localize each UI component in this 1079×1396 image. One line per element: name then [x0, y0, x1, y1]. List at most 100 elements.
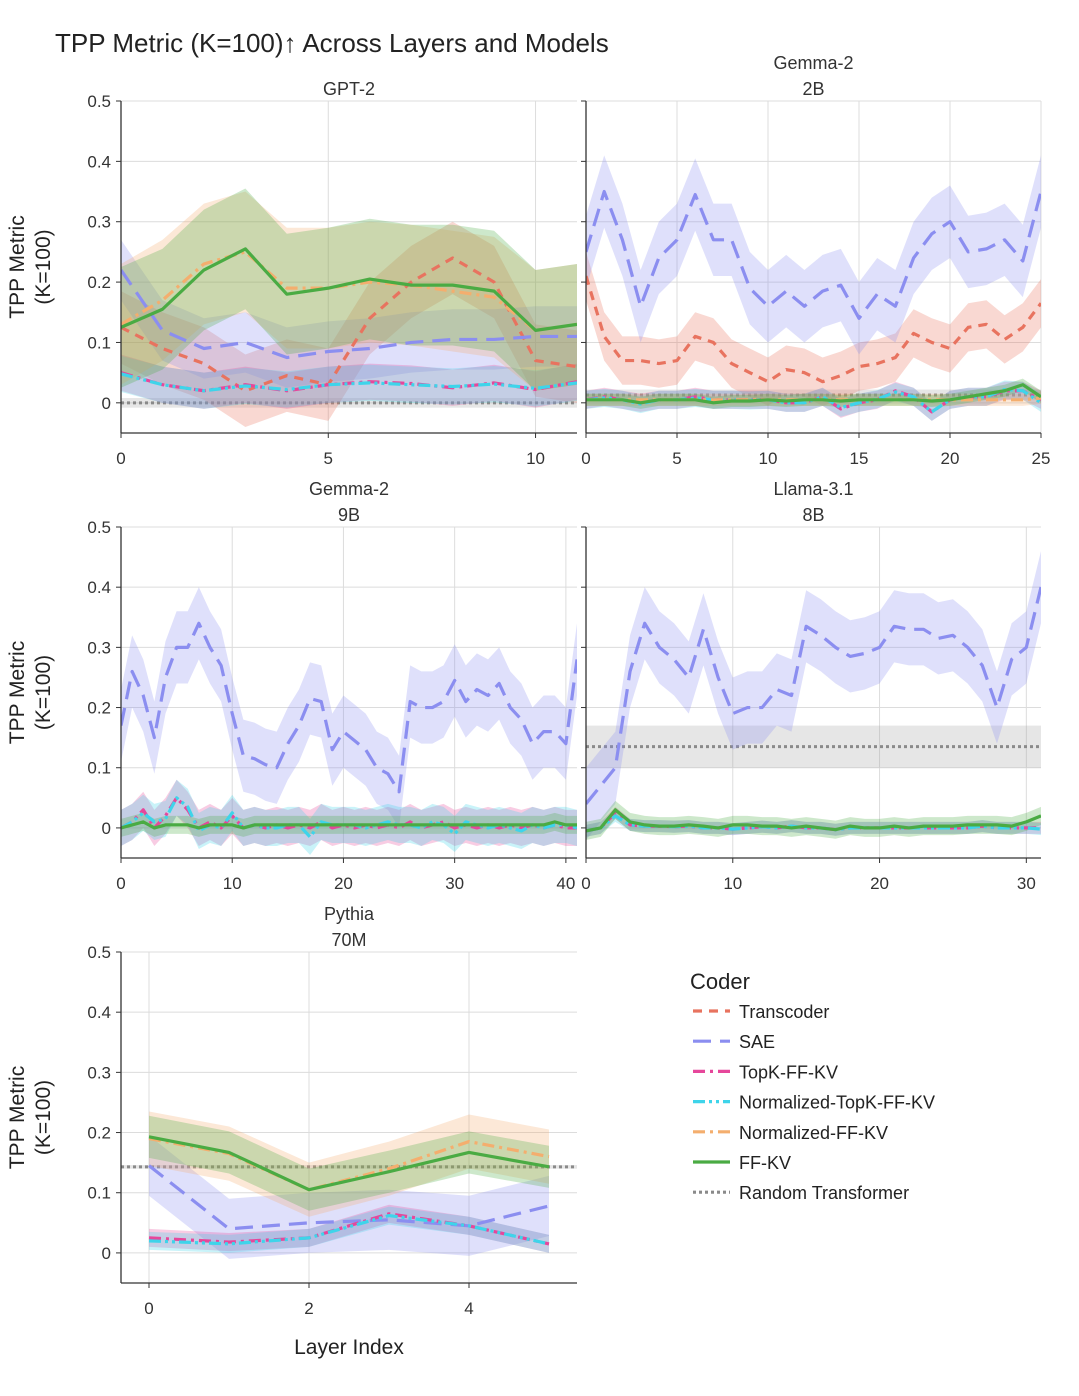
y-axis-label: TPP Metric (K=100): [6, 1066, 55, 1169]
ffkv-line: [148, 1135, 550, 1192]
ffkv-confidence-band: [586, 800, 1041, 840]
y-tick-label: 0.5: [87, 943, 111, 962]
legend-label: TopK-FF-KV: [739, 1062, 838, 1082]
x-tick-label: 10: [759, 449, 778, 468]
series-group: [121, 587, 577, 855]
series-group: [586, 551, 1041, 840]
panel-title: Gemma-2: [309, 479, 389, 499]
sae-line: [121, 621, 577, 794]
legend-item-ntopk: Normalized-TopK-FF-KV: [693, 1093, 935, 1113]
panel-title: Pythia: [324, 904, 375, 924]
legend-item-nffkv: Normalized-FF-KV: [693, 1123, 888, 1143]
transcoder-line: [121, 256, 577, 393]
x-axis-label: Layer Index: [294, 1336, 404, 1359]
y-tick-label: 0.3: [87, 1063, 111, 1082]
sae-line: [121, 269, 577, 360]
x-tick-label: 5: [672, 449, 681, 468]
x-tick-label: 20: [870, 874, 889, 893]
panel-1: 0 5 10 0 0.1 0.2 0.3 0.4 0.5 GPT-2 TPP Metric (K=10…: [6, 79, 577, 468]
x-tick-label: 20: [941, 449, 960, 468]
legend: Coder Transcoder SAE TopK-FF-KV Normalized-…: [690, 969, 935, 1203]
transcoder-confidence-band: [586, 251, 1041, 406]
y-tick-label: 0.1: [87, 333, 111, 352]
series-group: [148, 1111, 550, 1259]
x-tick-label: 0: [144, 1299, 153, 1318]
ntopk-confidence-band: [121, 779, 577, 855]
x-tick-label: 15: [850, 449, 869, 468]
x-tick-label: 40: [556, 874, 575, 893]
sae-confidence-band: [121, 239, 577, 388]
nffkv-confidence-band: [149, 1111, 549, 1217]
panel-4: 0 10 20 30 Llama-3.1 8B: [581, 479, 1041, 893]
y-tick-label: 0.3: [87, 638, 111, 657]
sae-confidence-band: [586, 551, 1041, 840]
x-tick-label: 5: [324, 449, 333, 468]
y-tick-label: 0.5: [87, 92, 111, 111]
ffkv-line: [586, 808, 1041, 833]
legend-label: SAE: [739, 1032, 775, 1052]
y-tick-label: 0.1: [87, 759, 111, 778]
transcoder-confidence-band: [121, 221, 577, 427]
random-transformer-band: [586, 389, 1041, 400]
x-tick-label: 4: [464, 1299, 473, 1318]
y-tick-label: 0.4: [87, 578, 111, 597]
y-axis-label: TPP Metric (K=100): [6, 215, 55, 318]
legend-item-random: Random Transformer: [693, 1183, 909, 1203]
ntopk-confidence-band: [586, 809, 1041, 837]
nffkv-line: [121, 250, 577, 332]
legend-items: Transcoder SAE TopK-FF-KV Normalized-TopK-F…: [693, 1002, 935, 1203]
x-tick-label: 0: [116, 874, 125, 893]
panel-3: 0 10 20 30 40 0 0.1 0.2 0.3 0.4 0.5 Gemma-2 9B TPP Me…: [6, 479, 577, 893]
y-tick-label: 0.1: [87, 1184, 111, 1203]
panel-title: Llama-3.1: [773, 479, 853, 499]
panel-title: 70M: [331, 930, 366, 950]
ffkv-line: [121, 820, 577, 830]
y-tick-label: 0.3: [87, 213, 111, 232]
panel-title: 8B: [802, 505, 824, 525]
ffkv-confidence-band: [149, 1115, 549, 1211]
figure-title: TPP Metric (K=100)↑ Across Layers and Mo…: [55, 28, 609, 58]
x-tick-label: 2: [304, 1299, 313, 1318]
panel-title: 9B: [338, 505, 360, 525]
y-tick-label: 0.2: [87, 1124, 111, 1143]
x-tick-label: 20: [334, 874, 353, 893]
x-tick-label: 10: [723, 874, 742, 893]
x-tick-label: 10: [526, 449, 545, 468]
legend-label: Normalized-FF-KV: [739, 1123, 888, 1143]
sae-confidence-band: [121, 587, 577, 828]
legend-label: Normalized-TopK-FF-KV: [739, 1093, 935, 1113]
y-tick-label: 0: [102, 394, 111, 413]
sae-line: [586, 586, 1041, 805]
legend-title: Coder: [690, 969, 750, 994]
legend-item-sae: SAE: [693, 1032, 775, 1052]
topk-confidence-band: [121, 779, 577, 846]
topk-line: [121, 796, 577, 830]
legend-label: Transcoder: [739, 1002, 829, 1022]
topk-line: [148, 1212, 550, 1246]
series-group: [121, 188, 577, 427]
panel-2: 0 5 10 15 20 25 Gemma-2 2B: [581, 53, 1050, 468]
transcoder-line: [586, 275, 1041, 384]
x-tick-label: 0: [581, 874, 590, 893]
y-tick-label: 0.2: [87, 699, 111, 718]
sae-line: [148, 1164, 550, 1231]
ffkv-line: [586, 383, 1041, 405]
x-tick-label: 0: [116, 449, 125, 468]
y-tick-label: 0.2: [87, 273, 111, 292]
ntopk-line: [121, 372, 577, 393]
series-group: [586, 155, 1041, 421]
panels: 0 5 10 0 0.1 0.2 0.3 0.4 0.5 GPT-2 TPP Metric (K=10…: [6, 53, 1050, 1318]
y-tick-label: 0: [102, 1244, 111, 1263]
panel-title: Gemma-2: [773, 53, 853, 73]
sae-confidence-band: [586, 155, 1041, 355]
y-axis-label: TPP Metric (K=100): [6, 641, 55, 744]
y-tick-label: 0: [102, 819, 111, 838]
sae-line: [586, 189, 1041, 320]
x-tick-label: 10: [223, 874, 242, 893]
y-tick-label: 0.4: [87, 1003, 111, 1022]
ntopk-line: [148, 1213, 550, 1246]
x-tick-label: 25: [1032, 449, 1051, 468]
panel-title: GPT-2: [323, 79, 375, 99]
panel-title: 2B: [802, 79, 824, 99]
